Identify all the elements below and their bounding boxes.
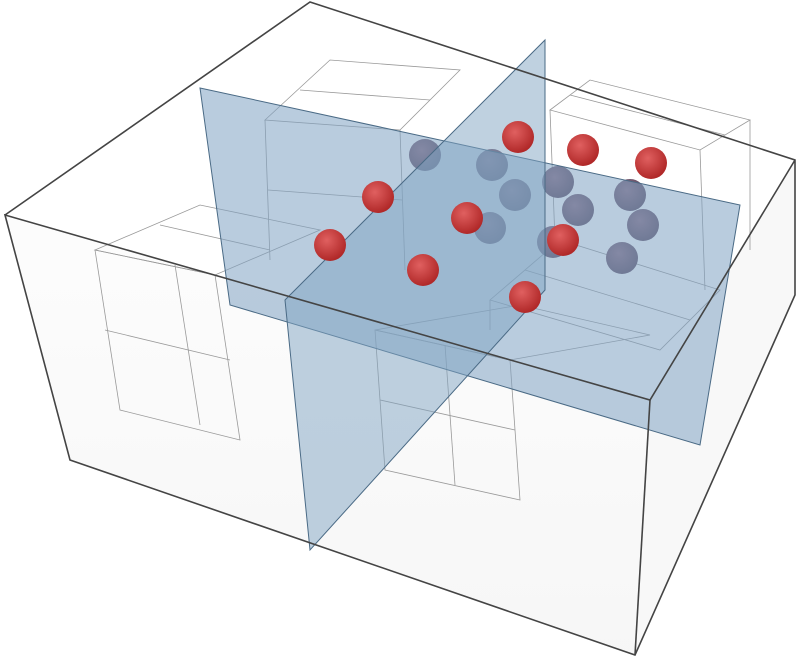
right-face [635, 160, 795, 655]
split-plane [284, 38, 546, 552]
bounding-box [3, 1, 796, 656]
spheres-front [314, 121, 667, 313]
